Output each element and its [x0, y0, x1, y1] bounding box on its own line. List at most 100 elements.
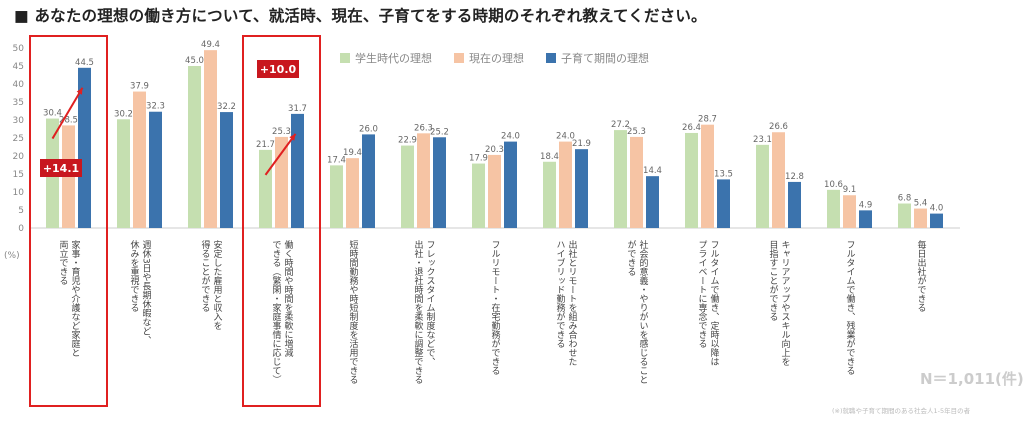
- data-label: 14.4: [643, 166, 662, 176]
- data-label: 30.2: [114, 109, 133, 119]
- y-tick-label: 10: [13, 188, 25, 198]
- bar-childcare: [149, 111, 162, 228]
- bar-childcare: [646, 176, 659, 228]
- data-label: 9.1: [843, 185, 857, 195]
- highlight-box: [242, 35, 321, 407]
- category-label: 出社とリモートを組み合わせた: [567, 239, 578, 366]
- trend-arrow-line: [51, 87, 84, 140]
- source-note: (※)就職や子育て期間のある社会人1-5年目の者: [832, 407, 971, 415]
- bar-current: [275, 136, 288, 228]
- y-tick-label: 0: [18, 224, 24, 234]
- data-label: 19.4: [343, 148, 362, 158]
- y-tick-label: 25: [13, 134, 24, 144]
- y-unit-label: (%): [4, 251, 20, 261]
- category-label: できる（繁閑・家庭事情に応じて）: [271, 240, 282, 384]
- category-label: プライベートに専念できる: [697, 240, 708, 348]
- category-label: ハイブリッド勤務ができる: [555, 240, 566, 348]
- data-label: 4.0: [930, 204, 944, 214]
- data-label: 17.4: [327, 155, 346, 165]
- data-label: 25.3: [627, 127, 646, 137]
- data-label: 23.1: [753, 135, 772, 145]
- data-label: 24.0: [501, 132, 520, 142]
- increase-badge-label: +14.1: [43, 162, 79, 175]
- data-label: 20.3: [485, 145, 504, 155]
- data-label: 45.0: [185, 56, 204, 66]
- legend-swatch-childcare: [546, 53, 556, 63]
- data-label: 27.2: [611, 120, 630, 130]
- bar-childcare: [788, 181, 801, 228]
- data-label: 12.8: [785, 172, 804, 182]
- bar-childcare: [575, 149, 588, 228]
- bar-current: [417, 133, 430, 228]
- legend-swatch-student: [340, 53, 350, 63]
- legend-item-childcare: 子育て期間の理想: [546, 50, 649, 66]
- y-tick-label: 50: [13, 44, 25, 54]
- legend-label-current: 現在の理想: [469, 52, 524, 65]
- bar-current: [488, 154, 501, 228]
- bar-childcare: [291, 113, 304, 228]
- data-label: 49.4: [201, 40, 220, 50]
- data-label: 26.0: [359, 124, 378, 134]
- y-tick-label: 5: [18, 206, 24, 216]
- data-label: 5.4: [914, 199, 928, 209]
- data-label: 44.5: [75, 58, 94, 68]
- bar-student: [472, 163, 485, 228]
- bar-childcare: [930, 213, 943, 228]
- chart-title: ■ あなたの理想の働き方について、就活時、現在、子育てをする時期のそれぞれ教えて…: [14, 7, 707, 25]
- category-label: フルリモート・在宅勤務ができる: [490, 240, 501, 375]
- legend-item-current: 現在の理想: [454, 50, 524, 66]
- data-label: 37.9: [130, 82, 149, 92]
- bar-current: [346, 158, 359, 228]
- data-label: 10.6: [824, 180, 843, 190]
- y-tick-label: 20: [13, 152, 25, 162]
- bar-current: [630, 136, 643, 228]
- legend-swatch-current: [454, 53, 464, 63]
- legend-label-student: 学生時代の理想: [355, 52, 432, 65]
- bar-student: [898, 203, 911, 228]
- data-label: 17.9: [469, 154, 488, 164]
- category-label: 両立できる: [58, 240, 69, 285]
- trend-arrow-head: [76, 87, 83, 95]
- bar-childcare: [78, 67, 91, 228]
- category-label: 目指すことができる: [768, 240, 779, 321]
- category-label: 出社・退社時間を柔軟に調整できる: [413, 239, 424, 384]
- bar-student: [117, 119, 130, 228]
- data-label: 21.9: [572, 139, 591, 149]
- bar-childcare: [433, 137, 446, 228]
- category-label: 週休3日や長期休暇など、: [141, 240, 152, 345]
- y-tick-label: 15: [13, 170, 24, 180]
- bar-current: [701, 124, 714, 228]
- bar-student: [401, 145, 414, 228]
- bar-current: [843, 195, 856, 228]
- data-label: 6.8: [898, 194, 912, 204]
- bar-current: [133, 91, 146, 228]
- data-label: 22.9: [398, 136, 417, 146]
- bar-student: [188, 66, 201, 228]
- data-label: 25.3: [272, 127, 291, 137]
- data-label: 32.3: [146, 102, 165, 112]
- category-label: 毎日出社ができる: [916, 239, 927, 312]
- data-label: 4.9: [859, 200, 873, 210]
- y-tick-label: 45: [13, 62, 24, 72]
- category-label: 家事・育児や介護など家庭と: [70, 239, 81, 357]
- category-label: 休みを重視できる: [129, 239, 140, 312]
- data-label: 30.4: [43, 109, 62, 119]
- data-label: 18.4: [540, 152, 559, 162]
- category-label: 得ることができる: [200, 239, 211, 312]
- category-label: 働く時間や時間を柔軟に増減: [283, 239, 294, 358]
- bar-student: [756, 144, 769, 228]
- data-label: 25.2: [430, 127, 449, 137]
- y-tick-label: 30: [13, 116, 25, 126]
- sample-size-label: N＝1,011(件): [920, 370, 1024, 388]
- bar-current: [204, 50, 217, 228]
- bar-student: [685, 132, 698, 228]
- legend-label-childcare: 子育て期間の理想: [561, 52, 649, 65]
- bar-current: [772, 132, 785, 228]
- data-label: 13.5: [714, 169, 733, 179]
- data-label: 26.4: [682, 123, 701, 133]
- bar-childcare: [362, 134, 375, 228]
- bar-student: [330, 165, 343, 228]
- data-label: 26.3: [414, 123, 433, 133]
- legend-item-student: 学生時代の理想: [340, 50, 432, 66]
